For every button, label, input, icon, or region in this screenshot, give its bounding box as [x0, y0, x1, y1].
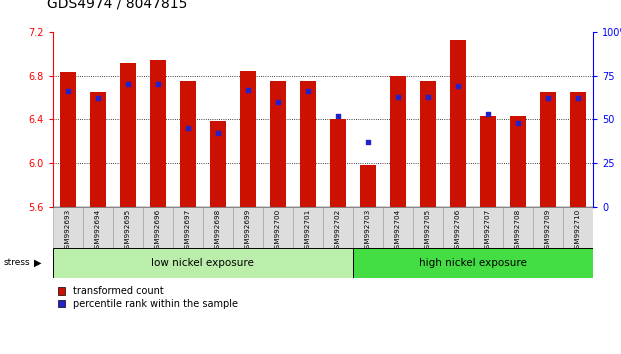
FancyBboxPatch shape — [83, 207, 113, 248]
Point — [513, 120, 523, 126]
Bar — [210, 121, 226, 207]
FancyBboxPatch shape — [113, 207, 143, 248]
Point — [63, 88, 73, 94]
Text: stress: stress — [3, 258, 30, 267]
Point — [453, 83, 463, 89]
FancyBboxPatch shape — [233, 207, 263, 248]
FancyBboxPatch shape — [503, 207, 533, 248]
Bar — [450, 40, 466, 207]
Bar — [89, 92, 106, 207]
Point — [393, 94, 403, 99]
Point — [153, 82, 163, 87]
Text: GDS4974 / 8047815: GDS4974 / 8047815 — [47, 0, 187, 11]
FancyBboxPatch shape — [293, 207, 323, 248]
Text: ▶: ▶ — [34, 258, 42, 268]
FancyBboxPatch shape — [143, 207, 173, 248]
Text: GSM992698: GSM992698 — [215, 209, 221, 253]
Text: GSM992708: GSM992708 — [515, 209, 521, 253]
FancyBboxPatch shape — [263, 207, 293, 248]
Bar — [390, 76, 406, 207]
FancyBboxPatch shape — [353, 248, 593, 278]
Point — [483, 112, 493, 117]
Text: GSM992695: GSM992695 — [125, 209, 131, 253]
Bar — [240, 71, 256, 207]
Bar — [420, 81, 436, 207]
Text: GSM992699: GSM992699 — [245, 209, 251, 253]
Bar — [540, 92, 556, 207]
Text: GSM992694: GSM992694 — [95, 209, 101, 253]
Text: low nickel exposure: low nickel exposure — [152, 258, 254, 268]
Text: high nickel exposure: high nickel exposure — [419, 258, 527, 268]
Text: GSM992709: GSM992709 — [545, 209, 551, 253]
Point — [543, 96, 553, 101]
FancyBboxPatch shape — [473, 207, 503, 248]
Text: GSM992710: GSM992710 — [575, 209, 581, 253]
Text: GSM992707: GSM992707 — [485, 209, 491, 253]
Text: GSM992703: GSM992703 — [365, 209, 371, 253]
FancyBboxPatch shape — [173, 207, 203, 248]
Text: GSM992700: GSM992700 — [275, 209, 281, 253]
Text: GSM992697: GSM992697 — [185, 209, 191, 253]
Text: GSM992693: GSM992693 — [65, 209, 71, 253]
Bar — [179, 81, 196, 207]
FancyBboxPatch shape — [53, 207, 83, 248]
Bar — [330, 120, 346, 207]
Text: GSM992706: GSM992706 — [455, 209, 461, 253]
FancyBboxPatch shape — [533, 207, 563, 248]
Bar — [300, 81, 316, 207]
Point — [93, 96, 103, 101]
Text: GSM992701: GSM992701 — [305, 209, 311, 253]
Point — [123, 82, 133, 87]
Legend: transformed count, percentile rank within the sample: transformed count, percentile rank withi… — [58, 286, 238, 309]
Point — [243, 87, 253, 92]
FancyBboxPatch shape — [353, 207, 383, 248]
Point — [333, 113, 343, 119]
Bar — [150, 60, 166, 207]
Text: GSM992704: GSM992704 — [395, 209, 401, 253]
FancyBboxPatch shape — [203, 207, 233, 248]
Bar — [360, 165, 376, 207]
Point — [303, 88, 313, 94]
FancyBboxPatch shape — [53, 248, 353, 278]
Point — [573, 96, 583, 101]
Point — [363, 139, 373, 145]
Bar — [510, 116, 526, 207]
Text: GSM992696: GSM992696 — [155, 209, 161, 253]
FancyBboxPatch shape — [383, 207, 413, 248]
Point — [423, 94, 433, 99]
FancyBboxPatch shape — [413, 207, 443, 248]
Bar — [270, 81, 286, 207]
Point — [213, 131, 223, 136]
Point — [183, 125, 193, 131]
Bar — [480, 116, 496, 207]
Text: GSM992705: GSM992705 — [425, 209, 431, 253]
Text: GSM992702: GSM992702 — [335, 209, 341, 253]
FancyBboxPatch shape — [563, 207, 593, 248]
Bar — [570, 92, 586, 207]
FancyBboxPatch shape — [443, 207, 473, 248]
Bar — [120, 63, 136, 207]
Point — [273, 99, 283, 105]
Bar — [60, 72, 76, 207]
FancyBboxPatch shape — [323, 207, 353, 248]
